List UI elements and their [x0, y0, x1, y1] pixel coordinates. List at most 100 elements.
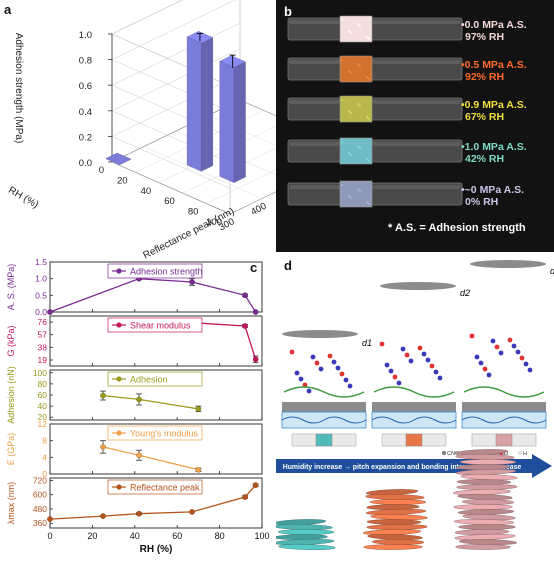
bar-front-face [219, 60, 235, 183]
slide-label: •0.9 MPa A.S. 67% RH [461, 99, 527, 123]
slide-label-rh: 0% RH [465, 196, 499, 208]
y-tick-label: 1.5 [35, 258, 47, 267]
molecule-atom [392, 374, 398, 380]
slide-highlight [290, 60, 460, 64]
data-point [252, 482, 259, 488]
subplot-frame [49, 315, 263, 367]
helix-wave [371, 416, 457, 424]
helix-wave [281, 416, 367, 424]
helix-layer-plate [456, 479, 512, 485]
legend-marker [116, 376, 122, 382]
y-tick-label: 80 [38, 379, 48, 389]
x-tick-label: 60 [172, 531, 182, 541]
x-tick-label: 80 [215, 531, 225, 541]
z-tick-label: 0.0 [79, 158, 92, 169]
molecule-atom [478, 360, 484, 366]
y-tick-label: 480 [33, 504, 47, 514]
z-tick-label: 0.8 [79, 56, 92, 67]
y-tick-label: 4 [42, 452, 47, 462]
molecule-atom [404, 352, 410, 358]
molecule-atom [527, 367, 533, 373]
molecule-atom [482, 366, 488, 372]
data-point [136, 510, 142, 517]
slide-highlight [290, 142, 460, 146]
legend-text: Young's modulus [130, 429, 198, 439]
bar-front-face [186, 36, 202, 172]
y-tick-label: 0.0 [35, 307, 47, 317]
molecule-atom [523, 361, 529, 367]
molecule-atom [331, 359, 337, 365]
molecule-atom [515, 349, 521, 355]
panel-b-photo: b •0.0 MPa A.S. 97% RH •0.5 MPa A.S. 92% RH… [276, 0, 554, 252]
slide-label-rh: 97% RH [465, 31, 505, 43]
molecule-atom [347, 383, 353, 389]
data-point [252, 309, 259, 315]
slide-label-rh: 42% RH [465, 153, 505, 165]
film-speckle [340, 183, 344, 187]
molecule-atom [343, 377, 349, 383]
molecule-atom [396, 380, 402, 386]
y-axis-label: Adhesion (nN) [6, 366, 16, 424]
substrate [282, 402, 366, 412]
legend-marker [116, 268, 122, 274]
y-tick-label: 360 [33, 518, 47, 528]
film-speckle [365, 75, 369, 79]
top-plate [282, 330, 358, 338]
rh-tick-label: 60 [164, 196, 175, 207]
legend-marker [116, 430, 122, 436]
legend-label: CNC [447, 451, 459, 457]
y-tick-label: 600 [33, 490, 47, 500]
film-speckle [365, 35, 369, 39]
film-speckle [356, 144, 360, 148]
rh-axis-label: RH (%) [6, 185, 40, 211]
subplot-frame [49, 261, 263, 313]
y-axis-label: E (GPa) [6, 433, 16, 466]
molecule-atom [469, 333, 475, 339]
slide-label-strength: •~0 MPa A.S. [461, 184, 525, 196]
floor-grid-peak [143, 146, 263, 199]
z-tick-label: 1.0 [79, 30, 92, 41]
humidity-arrow-text: Humidity increase → pitch expansion and … [283, 464, 522, 471]
legend-box [107, 263, 203, 279]
legend-text: Adhesion strength [130, 267, 203, 277]
panel-a-3d-bar-chart: a 0.0 0.2 0.4 0.6 0.8 1.0 Adhesion strength (M… [0, 0, 364, 262]
subplot-frame [49, 423, 263, 475]
legend-box [107, 317, 203, 333]
helix-layer-plate [458, 524, 516, 530]
data-point [242, 494, 248, 500]
legend-marker [116, 484, 122, 490]
molecule-atom [379, 341, 385, 347]
legend-text: Adhesion [130, 375, 168, 385]
helix-layer-plate [366, 524, 428, 530]
y-tick-label: 100 [33, 368, 47, 378]
panel-d-schematic: d d1d2d3CNCPAMGlucoseOHHumidity increase… [273, 252, 554, 574]
legend-marker [442, 451, 446, 455]
x-tick-label: 40 [130, 531, 140, 541]
data-point [242, 323, 248, 329]
data-point [100, 444, 106, 450]
helix-layer-plate [453, 504, 513, 510]
molecule-atom [507, 337, 513, 343]
y-tick-label: 60 [38, 390, 48, 400]
molecule-atom [298, 376, 304, 382]
helix-layer-plate [459, 459, 517, 465]
y-tick-label: 1.0 [35, 274, 47, 284]
molecule-atom [433, 369, 439, 375]
x-tick-label: 100 [254, 531, 269, 541]
helix-layer-plate [456, 484, 518, 490]
chart-a-svg: 0.0 0.2 0.4 0.6 0.8 1.0 Adhesion strength (MPa… [6, 0, 364, 262]
panel-c-label: c [250, 260, 258, 275]
slide-label-strength: •0.5 MPa A.S. [461, 59, 527, 71]
molecule-atom [498, 350, 504, 356]
data-point [242, 292, 248, 299]
slide-label-rh: 92% RH [465, 71, 505, 83]
bar-flat [105, 152, 132, 166]
legend-box [107, 371, 203, 387]
y-axis-label: G (kPa) [6, 325, 16, 356]
pam-chain [283, 386, 365, 398]
film-speckle [356, 62, 360, 66]
legend-label: O [504, 451, 509, 457]
legend-text: Reflectance peak [130, 483, 200, 493]
film-patch [315, 433, 333, 447]
z-axis-label: Adhesion strength (MPa) [13, 33, 24, 144]
